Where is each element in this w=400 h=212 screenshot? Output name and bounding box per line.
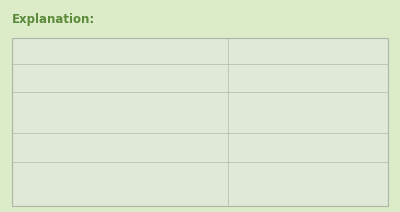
- Text: Divide the value of $b$ by 2, and then square it.: Divide the value of $b$ by 2, and then s…: [14, 105, 246, 119]
- Text: Add the resulting value, 1, to both sides of the
equation.: Add the resulting value, 1, to both side…: [14, 136, 246, 159]
- Text: Explanation:: Explanation:: [12, 13, 95, 26]
- Text: $x^2 - 2x = 7$: $x^2 - 2x = 7$: [277, 70, 339, 86]
- Text: $\left(\dfrac{-2}{2}\right)^2 = (-1)^2 = 1$: $\left(\dfrac{-2}{2}\right)^2 = (-1)^2 =…: [260, 110, 356, 135]
- Text: $x^2 - 2x + 1 = 7 + 1$: $x^2 - 2x + 1 = 7 + 1$: [256, 139, 360, 156]
- Text: $b = -2$: $b = -2$: [287, 97, 329, 109]
- Text: $x^2 - 2x - 7 = 0$: $x^2 - 2x - 7 = 0$: [267, 43, 350, 59]
- Text: Move the constant to the other side of the equal
sign.: Move the constant to the other side of t…: [14, 67, 256, 89]
- Text: $(x - 1)^2 = 8$: $(x - 1)^2 = 8$: [276, 175, 340, 193]
- Text: The initial equation is shown.: The initial equation is shown.: [14, 46, 160, 56]
- Text: Factor the perfect square trinomial on the left side,
and simplify the right sid: Factor the perfect square trinomial on t…: [14, 173, 269, 195]
